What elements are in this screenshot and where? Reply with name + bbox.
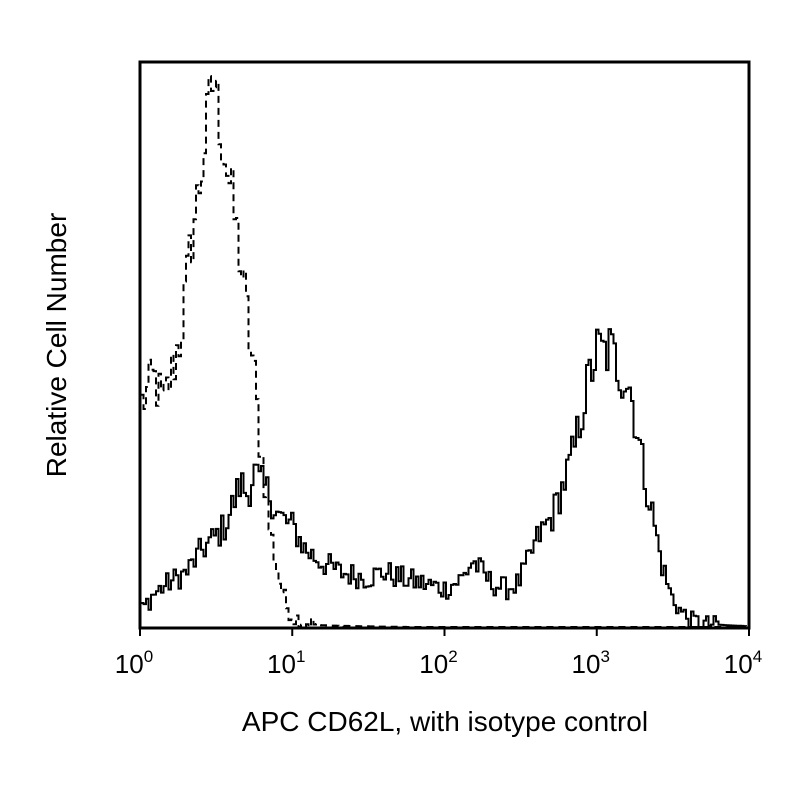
x-tick-label-4: 104 — [724, 647, 762, 679]
x-tick-label-3: 103 — [572, 647, 610, 679]
x-axis-title: APC CD62L, with isotype control — [242, 706, 648, 737]
x-tick-label-0: 100 — [115, 647, 153, 679]
x-tick-label-2: 102 — [419, 647, 457, 679]
x-axis-tick-labels: 100 101 102 103 104 — [115, 647, 762, 679]
series-solid-histogram — [141, 328, 747, 628]
series-dashed-histogram — [141, 75, 746, 628]
plot-frame — [138, 60, 751, 630]
y-axis-title: Relative Cell Number — [41, 213, 72, 478]
x-tick-label-1: 101 — [267, 647, 305, 679]
series-layer — [141, 75, 747, 628]
